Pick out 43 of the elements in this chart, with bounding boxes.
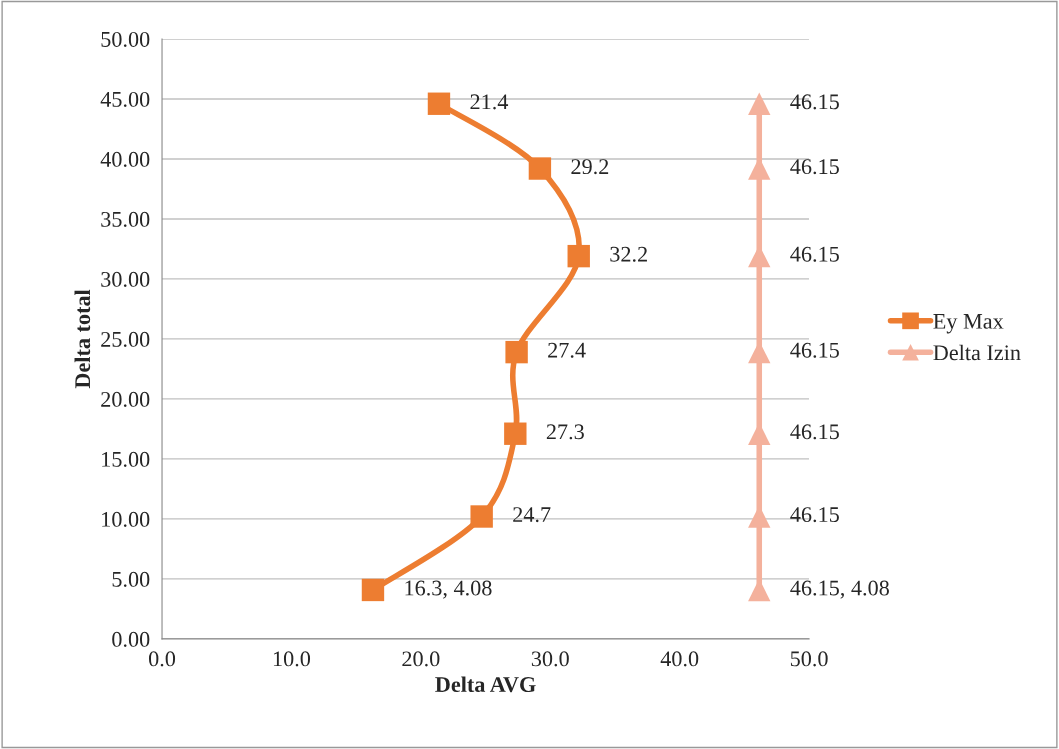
- annotation: 46.15: [790, 246, 839, 262]
- annotation: 27.4: [548, 342, 586, 358]
- x-tick-label: 40.0: [660, 651, 699, 667]
- y-tick-label: 35.00: [101, 211, 150, 227]
- point: [505, 340, 528, 364]
- x-tick-label: 10.0: [273, 651, 311, 667]
- annotation: 46.15: [790, 159, 839, 175]
- annotation: 46.15: [790, 424, 839, 440]
- y-tick-label: 30.00: [101, 271, 150, 287]
- legend-label: Delta Izin: [933, 344, 1021, 361]
- point: [361, 578, 385, 602]
- y-tick-label: 5.00: [112, 571, 150, 587]
- annotation: 46.15: [790, 94, 839, 110]
- point: [427, 92, 451, 115]
- annotation: 27.3: [546, 424, 584, 440]
- annotation: 46.15: [790, 342, 839, 358]
- y-tick-label: 0.00: [112, 631, 150, 647]
- x-axis-title: Delta AVG: [435, 676, 536, 693]
- legend-label: Ey Max: [933, 314, 1004, 334]
- y-tick-label: 20.00: [101, 391, 150, 407]
- point: [567, 244, 590, 268]
- point: [748, 92, 771, 115]
- annotation: 21.4: [470, 94, 509, 110]
- x-tick-label: 30.0: [531, 651, 569, 667]
- y-tick-label: 15.00: [102, 451, 150, 467]
- annotation: 32.2: [610, 246, 647, 262]
- annotation: 29.2: [571, 159, 609, 175]
- y-tick-label: 25.00: [101, 331, 150, 347]
- point: [470, 505, 493, 528]
- x-tick-label: 0.0: [148, 651, 176, 667]
- point: [504, 422, 527, 445]
- x-tick-label: 20.0: [402, 651, 440, 667]
- annotation: 46.15, 4.08: [790, 580, 889, 599]
- annotation: 24.7: [513, 507, 551, 523]
- annotation: 16.3, 4.08: [405, 580, 492, 599]
- y-tick-label: 40.00: [100, 151, 150, 167]
- point: [528, 157, 552, 180]
- y-axis-title: Delta total: [74, 289, 91, 389]
- y-tick-label: 50.00: [101, 31, 150, 47]
- y-tick-label: 10.00: [102, 511, 150, 527]
- annotation: 46.15: [790, 507, 839, 523]
- x-tick-label: 50.0: [790, 651, 828, 667]
- y-tick-label: 45.00: [100, 91, 150, 107]
